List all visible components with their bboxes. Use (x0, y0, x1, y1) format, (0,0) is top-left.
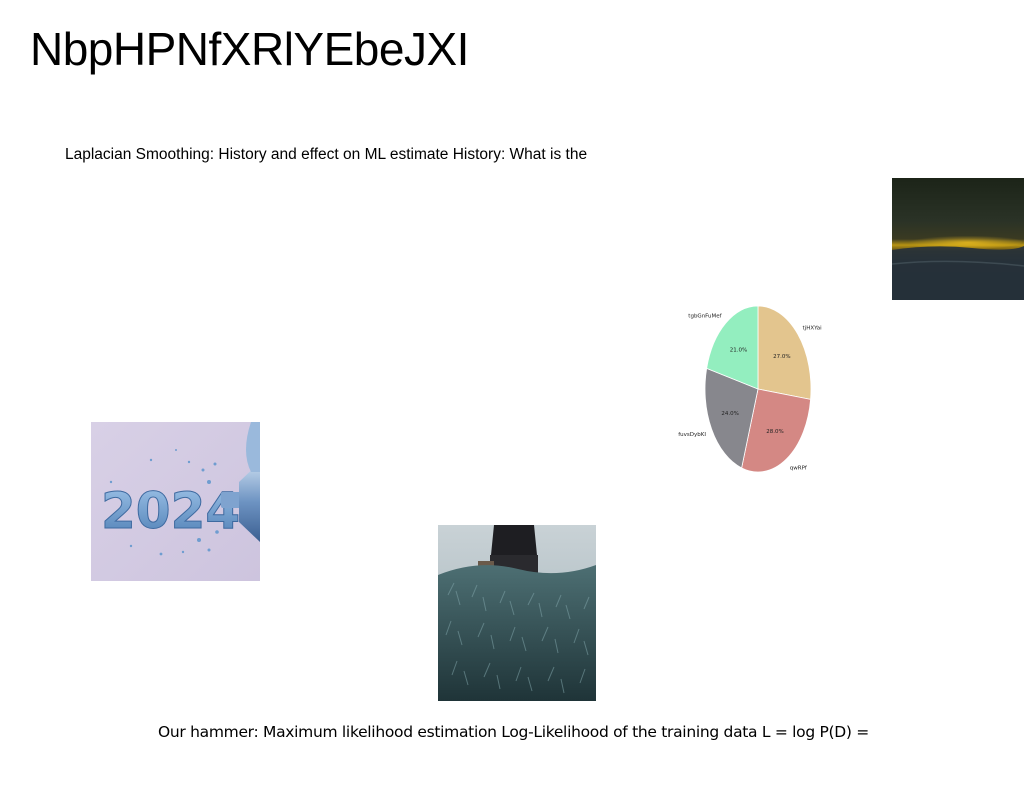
grass-house-photo (438, 525, 596, 701)
pie-slice-qwRPf (741, 388, 812, 473)
pie-chart: 27.0% tjHXYai 28.0% qwRPf 24.0% fuvsDybKI 21.0… (672, 300, 842, 480)
year-text: 2024 (101, 482, 240, 540)
sky-photo (892, 178, 1024, 300)
pie-percent-label-tgbGnFuMef: 21.0% (730, 348, 747, 354)
pie-percent-label-fuvsDybKI: 24.0% (721, 411, 738, 417)
pie-name-label-qwRPf: qwRPf (790, 465, 808, 471)
pie-name-label-fuvsDybKI: fuvsDybKI (678, 432, 706, 438)
pie-slice-tjHXYai (757, 305, 812, 400)
pie-slice-fuvsDybKI (704, 367, 759, 469)
pie-name-label-tgbGnFuMef: tgbGnFuMef (688, 314, 722, 320)
pie-chart-svg: 27.0% tjHXYai 28.0% qwRPf 24.0% fuvsDybKI 21.0… (678, 305, 823, 473)
footer-text: Our hammer: Maximum likelihood estimatio… (158, 723, 869, 741)
pie-name-label-tjHXYai: tjHXYai (803, 326, 823, 332)
body-text: Laplacian Smoothing: History and effect … (65, 146, 588, 163)
slide-title: NbpHPNfXRlYEbeJXI (30, 23, 469, 75)
year-2024-photo: 2024 (91, 422, 260, 581)
pie-percent-label-tjHXYai: 27.0% (773, 354, 790, 360)
pie-percent-label-qwRPf: 28.0% (766, 429, 783, 435)
pie-slice-tgbGnFuMef (706, 305, 759, 390)
